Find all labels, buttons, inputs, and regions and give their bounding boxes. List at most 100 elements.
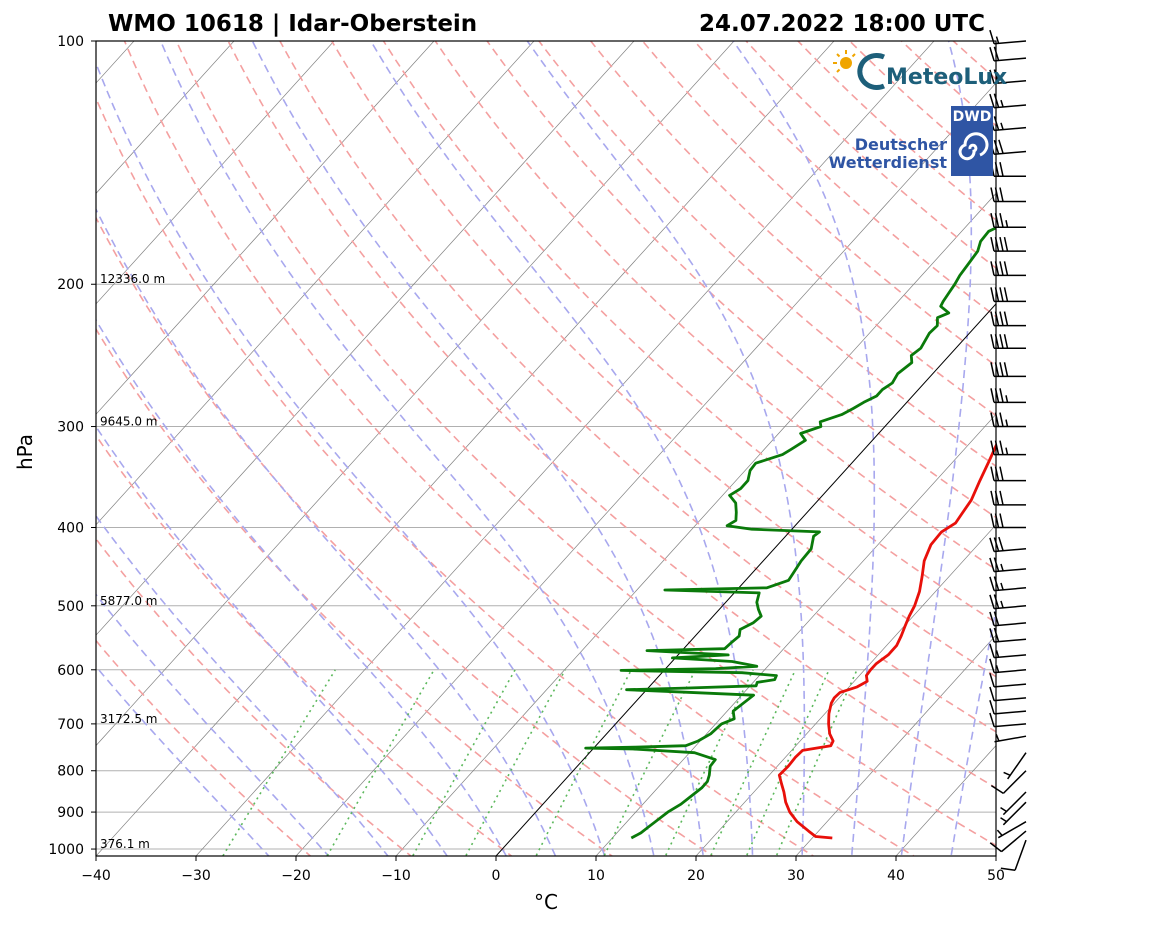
height-label: 12336.0 m [100, 272, 165, 286]
moist-adiabat-line [900, 41, 973, 856]
wind-barb [1000, 801, 1027, 826]
sun-icon [833, 50, 856, 73]
wind-barb [989, 93, 1027, 109]
wind-barb [1000, 791, 1027, 816]
meteolux-logo-text: MeteoLux [886, 65, 1007, 90]
isotherm-line [795, 634, 996, 856]
mixing-ratio-line [411, 669, 516, 856]
wind-barb [989, 576, 1027, 592]
isotherm-line [395, 192, 996, 856]
isotherm-line [96, 41, 635, 636]
isotherm-line [96, 41, 335, 305]
moist-adiabat-line [96, 665, 270, 856]
dewpoint-trace [584, 226, 996, 840]
dry-adiabat-line [227, 41, 996, 789]
x-axis: −40 −30 −20 −10 0 10 20 30 40 50 [81, 856, 1005, 884]
wind-barb [989, 627, 1027, 643]
y-tick-label: 500 [57, 599, 84, 615]
wind-barb [990, 440, 1026, 456]
wind-barb [989, 712, 1027, 728]
mixing-ratio-lines [221, 669, 858, 856]
wind-barb [990, 261, 1026, 277]
y-tick-label: 700 [57, 717, 84, 733]
dwd-spiral-icon [958, 132, 989, 161]
x-tick-label: −20 [281, 868, 311, 884]
wind-barbs [989, 29, 1027, 871]
height-label: 9645.0 m [100, 415, 158, 429]
x-tick-label: −30 [181, 868, 211, 884]
y-tick-label: 300 [57, 420, 84, 436]
isotherm-line [96, 41, 235, 194]
mixing-ratio-line [745, 669, 830, 856]
wind-barb [989, 686, 1027, 702]
wind-barb [989, 830, 1027, 853]
wind-barb [990, 513, 1026, 529]
mixing-ratio-line [221, 669, 336, 856]
x-tick-label: 10 [587, 868, 605, 884]
isotherm-line [195, 41, 935, 856]
moist-adiabat-line [526, 41, 806, 856]
wind-barb [990, 490, 1026, 506]
moist-adiabat-line [370, 41, 754, 856]
y-tick-label: 600 [57, 663, 84, 679]
wind-barb [989, 594, 1027, 610]
y-tick-label: 900 [57, 805, 84, 821]
wind-barb [989, 700, 1027, 715]
wind-barb [996, 821, 1027, 839]
height-label: 5877.0 m [100, 594, 158, 608]
y-tick-label: 1000 [48, 842, 84, 858]
height-label: 3172.5 m [100, 712, 158, 726]
wind-barb [990, 287, 1026, 303]
sounding-traces [584, 226, 996, 840]
zero-degree-isotherm [495, 303, 996, 856]
moist-adiabat-line [732, 41, 876, 856]
mixing-ratio-line [535, 669, 633, 856]
wind-barb [990, 334, 1026, 349]
moist-adiabat-lines [96, 41, 996, 856]
moist-adiabat-line [950, 605, 996, 856]
isotherm-line [96, 41, 435, 415]
x-tick-label: −10 [381, 868, 411, 884]
dry-adiabat-line [382, 41, 996, 624]
isotherm-line [96, 41, 735, 747]
dry-adiabat-line [330, 41, 996, 678]
height-labels: 12336.0 m 9645.0 m 5877.0 m 3172.5 m 376.1 m [100, 272, 165, 851]
x-axis-label: °C [534, 890, 558, 914]
wind-barb [990, 770, 1027, 794]
moist-adiabat-line [96, 318, 508, 856]
meteolux-logo: MeteoLux [833, 50, 1007, 90]
dry-adiabat-line [486, 41, 996, 519]
x-tick-label: 30 [787, 868, 805, 884]
y-tick-label: 400 [57, 520, 84, 536]
dry-adiabat-line [278, 41, 996, 733]
moist-adiabat-line [96, 207, 557, 856]
dwd-logo: DWD Deutscher Wetterdienst [829, 106, 993, 176]
wind-barb [1003, 752, 1027, 780]
dry-adiabat-line [96, 216, 715, 856]
chart-title-time: 24.07.2022 18:00 UTC [699, 11, 985, 37]
dry-adiabat-line [96, 639, 312, 856]
mixing-ratio-line [775, 669, 858, 856]
wind-barb [989, 536, 1027, 553]
x-tick-label: 50 [987, 868, 1005, 884]
y-axis-label: hPa [13, 434, 37, 470]
mixing-ratio-line [326, 669, 435, 856]
wind-barb [990, 236, 1026, 252]
meteolux-swirl-icon [857, 53, 886, 90]
logos: MeteoLux DWD Deutscher Wetterdienst [829, 50, 1007, 176]
wind-barb [994, 734, 1027, 743]
isotherm-line [96, 41, 535, 526]
wind-barb [989, 658, 1027, 674]
y-tick-label: 100 [57, 34, 84, 50]
wind-barb [989, 557, 1027, 573]
wind-barb [989, 69, 1027, 85]
isotherm-line [1072, 4, 1160, 882]
wind-barb [990, 412, 1026, 428]
wind-barb [989, 46, 1027, 62]
wind-barb [990, 388, 1026, 404]
wind-barb [990, 362, 1026, 378]
plot-frame [95, 40, 997, 857]
moist-adiabat-line [159, 41, 655, 856]
mixing-ratio-line [464, 669, 566, 856]
